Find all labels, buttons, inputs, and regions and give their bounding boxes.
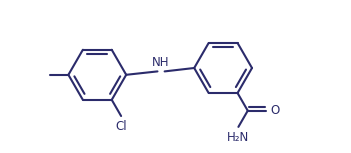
Text: O: O — [271, 104, 280, 117]
Text: H₂N: H₂N — [227, 131, 250, 144]
Text: NH: NH — [151, 56, 169, 69]
Text: Cl: Cl — [115, 120, 127, 133]
